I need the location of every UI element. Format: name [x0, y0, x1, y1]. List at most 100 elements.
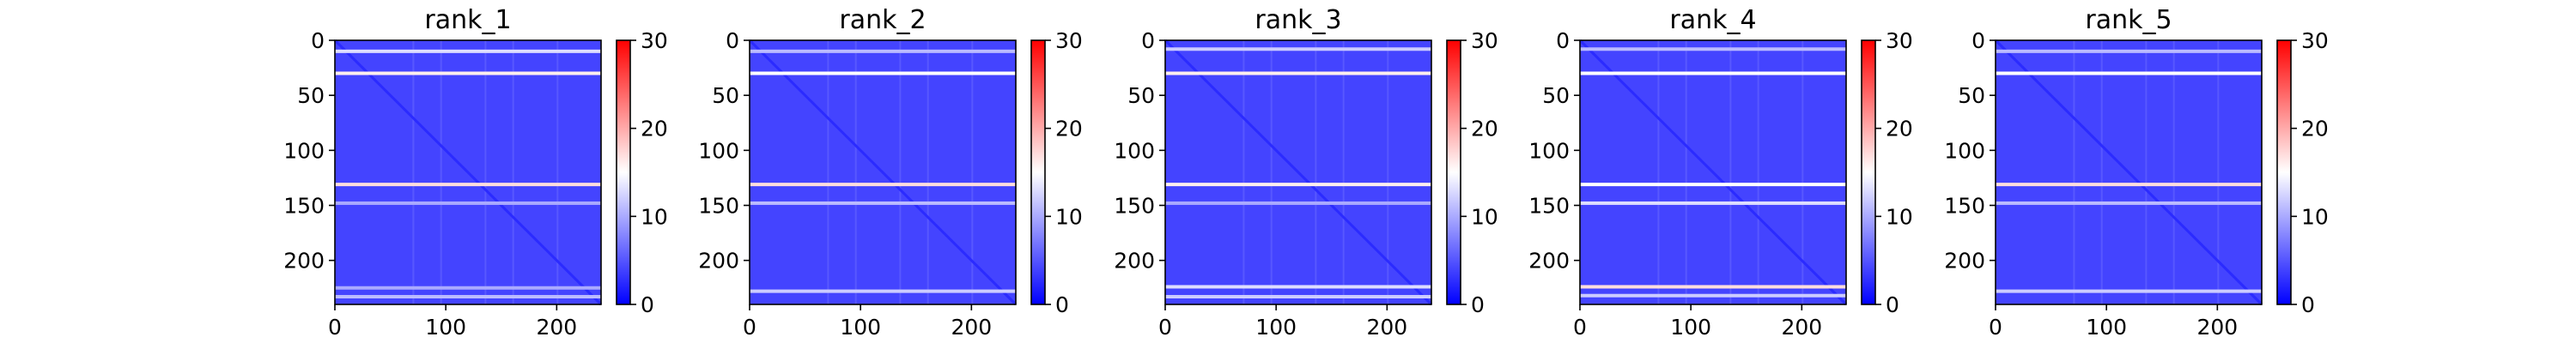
panel-title: rank_5 [2085, 5, 2172, 35]
x-tick-label: 0 [743, 315, 756, 340]
plot-frame [334, 39, 602, 305]
heatmap-bright-row [335, 286, 601, 290]
heatmap-column-texture [2172, 40, 2175, 304]
heatmap-column-texture [2217, 40, 2220, 304]
colorbar-tick-label: 10 [1471, 204, 1498, 229]
colorbar [616, 39, 631, 305]
colorbar [1030, 39, 1046, 305]
plot-frame [749, 39, 1017, 305]
heatmap-diagonal [333, 39, 603, 306]
heatmap-column-texture [1315, 40, 1317, 304]
y-tick-label: 200 [698, 249, 739, 274]
heatmap-bright-row [1580, 201, 1846, 205]
y-tick-label: 50 [1127, 83, 1155, 108]
y-tick-label: 50 [1542, 83, 1570, 108]
heatmap-bright-row [750, 49, 1016, 53]
x-tick-label: 0 [1573, 315, 1587, 340]
heatmap-column-texture [1387, 40, 1389, 304]
x-tick-label: 200 [2196, 315, 2238, 340]
heatmap-bright-row [1165, 285, 1431, 289]
colorbar-tick-label: 30 [641, 28, 668, 53]
heatmap-bright-row [335, 49, 601, 53]
colorbar-tick-label: 20 [2301, 117, 2329, 141]
heatmap-panel-5: rank_5 0 50 100 150 200 0 100 200 0 10 20 30 [1944, 5, 2329, 340]
heatmap-column-texture [440, 40, 442, 304]
heatmap-bright-row [1580, 47, 1846, 51]
y-tick-label: 50 [1958, 83, 1985, 108]
heatmap-bright-row [1165, 71, 1431, 75]
x-tick-label: 100 [425, 315, 466, 340]
heatmap-column-texture [1757, 40, 1759, 304]
heatmap-bright-row [750, 183, 1016, 187]
y-tick-label: 0 [1971, 28, 1985, 53]
heatmap-bright-row [1580, 293, 1846, 298]
panel-title: rank_2 [839, 5, 926, 35]
colorbar-tick-label: 10 [1055, 204, 1083, 229]
heatmap-column-texture [1657, 40, 1660, 304]
x-tick-label: 0 [328, 315, 342, 340]
heatmap-panel-4: rank_4 0 50 100 150 200 0 100 200 0 10 20 30 [1528, 5, 1913, 340]
heatmap-bright-row [1996, 71, 2262, 75]
heatmap-bright-row [750, 71, 1016, 75]
y-tick-label: 100 [283, 138, 325, 163]
heatmap-column-texture [512, 40, 514, 304]
colorbar-tick-label: 30 [1471, 28, 1498, 53]
y-tick-label: 50 [297, 83, 325, 108]
y-tick-label: 200 [1114, 249, 1155, 274]
panel-title: rank_1 [424, 5, 511, 35]
heatmap-bright-row [1580, 183, 1846, 187]
heatmap-bright-row [335, 183, 601, 187]
heatmap-bright-row [750, 289, 1016, 293]
colorbar-tick-label: 30 [1055, 28, 1083, 53]
y-tick-label: 150 [1114, 194, 1155, 219]
colorbar-tick-label: 30 [2301, 28, 2329, 53]
colorbar-tick-label: 0 [2301, 292, 2315, 317]
heatmap-column-texture [971, 40, 974, 304]
x-tick-label: 200 [951, 315, 992, 340]
y-tick-label: 0 [726, 28, 739, 53]
heatmap-column-texture [1685, 40, 1687, 304]
colorbar-tick-label: 10 [641, 204, 668, 229]
heatmap-bright-row [1996, 201, 2262, 205]
heatmap-bright-row [1165, 295, 1431, 299]
colorbar-tick-label: 30 [1886, 28, 1913, 53]
x-tick-label: 100 [2086, 315, 2127, 340]
colorbar-tick-label: 0 [1886, 292, 1899, 317]
heatmap-bright-row [1165, 47, 1431, 51]
colorbar-tick-label: 0 [641, 292, 654, 317]
heatmap-column-texture [854, 40, 857, 304]
heatmap-diagonal [1163, 39, 1433, 306]
heatmap-panel-2: rank_2 0 50 100 150 200 0 100 200 0 10 20 30 [698, 5, 1083, 340]
heatmap-bright-row [1996, 49, 2262, 53]
heatmap-bright-row [750, 201, 1016, 205]
panel-title: rank_3 [1255, 5, 1341, 35]
y-tick-label: 150 [1944, 194, 1985, 219]
x-tick-label: 200 [536, 315, 577, 340]
y-tick-label: 0 [311, 28, 325, 53]
heatmap-column-texture [2145, 40, 2148, 304]
heatmap-panel-1: rank_1 0 50 100 150 200 0 100 200 0 10 20 30 [283, 5, 668, 340]
x-tick-label: 100 [840, 315, 881, 340]
y-tick-label: 0 [1141, 28, 1155, 53]
heatmap-column-texture [2100, 40, 2103, 304]
heatmap-bright-row [335, 201, 601, 205]
y-tick-label: 150 [698, 194, 739, 219]
y-tick-label: 200 [283, 249, 325, 274]
x-tick-label: 0 [1989, 315, 2002, 340]
y-tick-label: 100 [698, 138, 739, 163]
heatmap-diagonal [1578, 39, 1848, 306]
colorbar [1446, 39, 1461, 305]
plot-frame [1995, 39, 2263, 305]
heatmap-column-texture [1801, 40, 1804, 304]
y-tick-label: 50 [712, 83, 739, 108]
plot-frame [1164, 39, 1432, 305]
heatmap-column-texture [484, 40, 487, 304]
heatmap-bright-row [1165, 201, 1431, 205]
heatmap-column-texture [1270, 40, 1273, 304]
x-tick-label: 100 [1255, 315, 1297, 340]
heatmap-panel-3: rank_3 0 50 100 150 200 0 100 200 0 10 20 30 [1114, 5, 1498, 340]
colorbar-tick-label: 0 [1471, 292, 1485, 317]
y-tick-label: 200 [1944, 249, 1985, 274]
colorbar [1861, 39, 1876, 305]
